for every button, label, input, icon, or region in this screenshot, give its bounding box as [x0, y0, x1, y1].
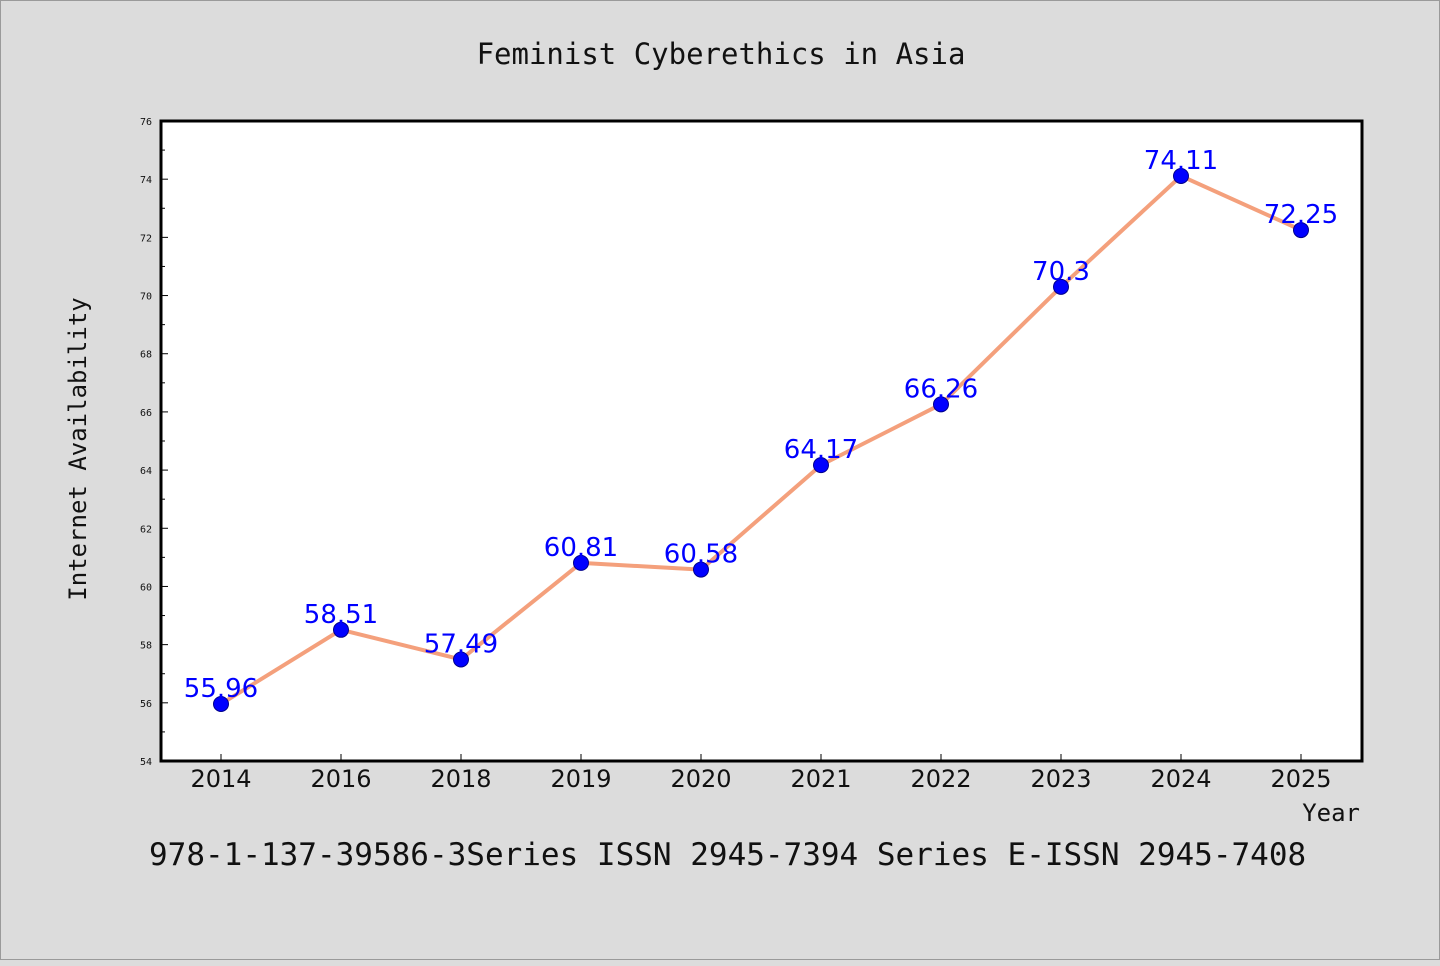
data-point-marker	[573, 554, 589, 571]
data-point-marker	[213, 695, 229, 712]
y-tick-label: 62	[140, 524, 152, 535]
data-label: 60.81	[544, 533, 618, 563]
x-tick-label: 2014	[190, 765, 251, 793]
data-label: 72.25	[1264, 200, 1338, 230]
y-tick-label: 54	[140, 757, 152, 768]
x-tick-label: 2019	[550, 765, 611, 793]
data-point-marker	[1293, 222, 1309, 239]
y-tick-label: 68	[140, 350, 152, 361]
x-tick-label: 2018	[430, 765, 491, 793]
y-axis-label: Internet Availability	[64, 297, 92, 600]
data-point-marker	[333, 621, 349, 638]
x-tick-label: 2022	[910, 765, 971, 793]
x-tick-label: 2020	[670, 765, 731, 793]
data-point-marker	[933, 396, 949, 413]
data-label: 64.17	[784, 435, 858, 465]
x-tick-label: 2024	[1150, 765, 1211, 793]
y-tick-label: 58	[140, 641, 152, 652]
plot-border	[159, 119, 1364, 763]
footer-isbn-text: 978-1-137-39586-3Series ISSN 2945-7394 S…	[149, 837, 1306, 873]
x-tick-label: 2016	[310, 765, 371, 793]
y-tick-label: 66	[140, 408, 152, 419]
y-tick-label: 64	[140, 466, 152, 477]
series-line	[219, 173, 1302, 706]
data-point-marker	[1053, 278, 1069, 295]
y-tick-label: 60	[140, 582, 152, 593]
data-label: 55.96	[184, 674, 258, 704]
y-tick-label: 74	[140, 175, 152, 186]
chart-title: Feminist Cyberethics in Asia	[477, 37, 966, 71]
y-tick-label: 56	[140, 699, 152, 710]
y-tick-label: 72	[140, 233, 152, 244]
data-point-marker	[1173, 167, 1189, 184]
data-label: 70.3	[1032, 257, 1090, 287]
x-tick-label: 2023	[1030, 765, 1091, 793]
data-label: 66.26	[904, 374, 978, 404]
y-axis-ticks: 54 56 58 60 62 64 66 68 70 72 74 76	[140, 117, 168, 768]
x-axis-label: Year	[1302, 799, 1360, 827]
data-label: 58.51	[304, 600, 378, 630]
x-axis-ticks: 2014 2016 2018 2019 2020 2021 2022 2023 2024 2025	[190, 754, 1332, 793]
data-point-marker	[813, 457, 829, 474]
y-tick-label: 76	[140, 117, 152, 128]
data-point-marker	[453, 651, 469, 668]
data-label: 74.11	[1144, 146, 1218, 176]
x-tick-label: 2025	[1270, 765, 1331, 793]
data-label: 60.58	[664, 540, 738, 570]
y-tick-label: 70	[140, 292, 152, 303]
x-tick-label: 2021	[790, 765, 851, 793]
plot-area	[161, 121, 1362, 761]
data-point-marker	[693, 561, 709, 578]
series-group: 55.96 58.51 57.49 60.81 60.58 64.17 66.26 70.3 7…	[184, 146, 1338, 712]
data-label: 57.49	[424, 629, 498, 659]
